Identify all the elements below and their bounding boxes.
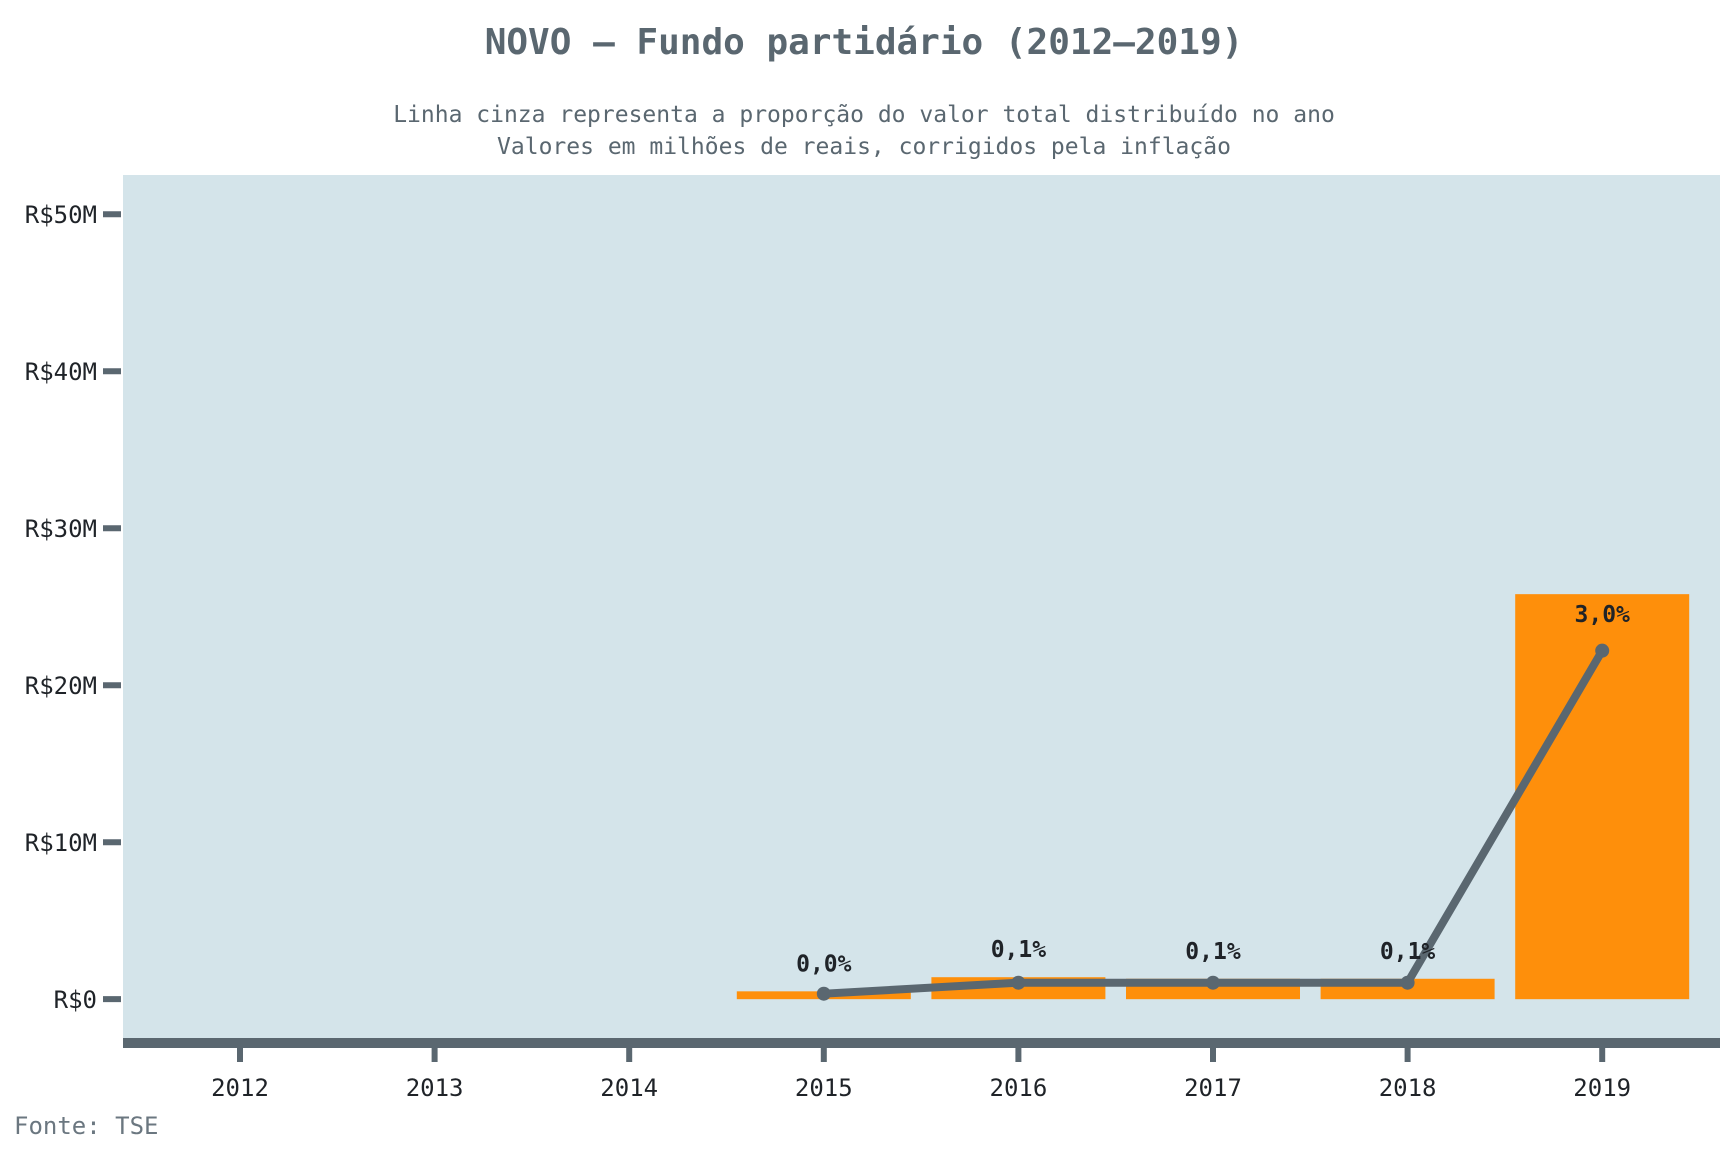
share-label-2015: 0,0% — [796, 951, 852, 977]
bar-2019 — [1515, 594, 1690, 1000]
share-point-2016 — [1011, 975, 1026, 990]
y-tick-label-0: R$0 — [54, 986, 97, 1014]
x-tick-label-2013: 2013 — [406, 1074, 464, 1102]
share-label-2017: 0,1% — [1185, 939, 1241, 965]
share-label-2016: 0,1% — [991, 937, 1047, 963]
source-note: Fonte: TSE — [14, 1112, 159, 1140]
share-point-2017 — [1206, 975, 1220, 990]
share-label-2019: 3,0% — [1575, 602, 1631, 628]
y-tick-label-10: R$10M — [25, 829, 97, 857]
x-tick-label-2014: 2014 — [600, 1074, 658, 1102]
bars-layer — [736, 594, 1690, 1000]
share-label-2018: 0,1% — [1380, 939, 1436, 965]
share-point-2015 — [816, 986, 831, 1001]
x-tick-label-2015: 2015 — [795, 1074, 853, 1102]
x-tick-label-2012: 2012 — [211, 1074, 269, 1102]
chart-subtitle-line-2: Valores em milhões de reais, corrigidos … — [497, 134, 1231, 160]
share-point-2019 — [1595, 643, 1610, 658]
data-labels-layer: 0,0% 0,1% 0,1% 0,1% 3,0% — [796, 602, 1630, 977]
share-line-layer — [816, 643, 1610, 1001]
share-point-2018 — [1400, 975, 1415, 990]
x-tick-label-2019: 2019 — [1573, 1074, 1631, 1102]
x-tick-label-2017: 2017 — [1184, 1074, 1242, 1102]
y-axis: R$0 R$10M R$20M R$30M R$40M R$50M — [25, 201, 121, 1014]
y-tick-label-40: R$40M — [25, 358, 97, 386]
y-tick-label-50: R$50M — [25, 201, 97, 229]
x-tick-label-2016: 2016 — [990, 1074, 1048, 1102]
y-tick-label-30: R$30M — [25, 515, 97, 543]
plot-panel — [123, 175, 1720, 1040]
y-tick-label-20: R$20M — [25, 672, 97, 700]
chart-subtitle-line-1: Linha cinza representa a proporção do va… — [393, 102, 1335, 128]
chart-title: NOVO – Fundo partidário (2012–2019) — [485, 22, 1244, 63]
x-tick-label-2018: 2018 — [1379, 1074, 1437, 1102]
x-axis: 2012 2013 2014 2015 2016 2017 2018 2019 — [123, 1038, 1720, 1102]
